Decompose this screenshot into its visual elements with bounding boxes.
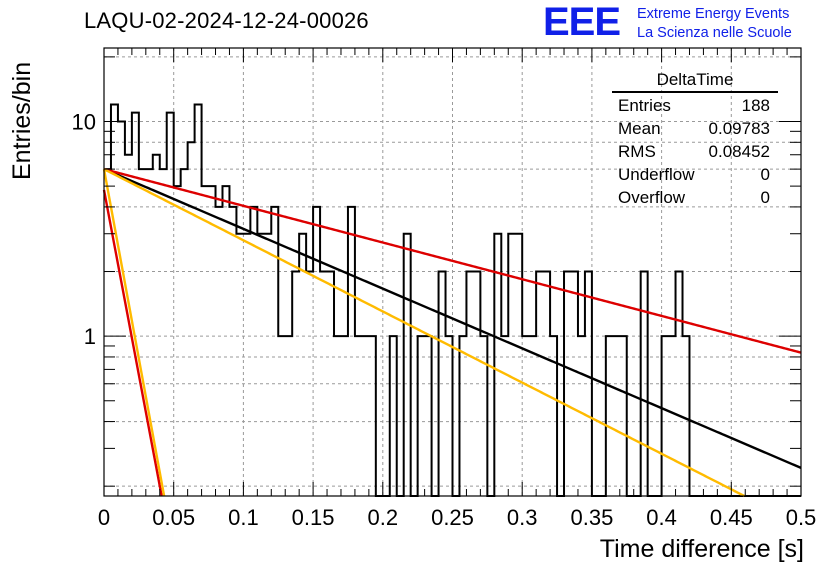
histogram xyxy=(104,103,801,497)
x-tick-label: 0.2 xyxy=(368,505,399,530)
x-tick-label: 0.4 xyxy=(646,505,677,530)
y-tick-label: 1 xyxy=(84,324,96,349)
histogram-outline xyxy=(104,103,801,497)
x-tick-label: 0.3 xyxy=(507,505,538,530)
fit-curve xyxy=(103,168,745,498)
stats-title: DeltaTime xyxy=(612,70,778,93)
stats-label: Mean xyxy=(618,119,661,138)
y-axis-label: Entries/bin xyxy=(8,61,36,180)
x-tick-label: 0.1 xyxy=(228,505,259,530)
x-axis-label: Time difference [s] xyxy=(599,535,804,563)
fit-curve xyxy=(103,167,802,354)
fit-curve xyxy=(102,168,166,497)
stats-label: Overflow xyxy=(618,188,686,207)
x-tick-label: 0.5 xyxy=(786,505,817,530)
stats-value: 0 xyxy=(760,165,770,184)
stats-value: 0 xyxy=(760,188,770,207)
logo-line-2: La Scienza nelle Scuole xyxy=(637,25,792,41)
stats-row-rms: RMS 0.08452 xyxy=(612,140,778,163)
axis-ticks xyxy=(103,48,802,496)
fit-curve xyxy=(102,189,163,497)
stats-label: RMS xyxy=(618,142,656,161)
page-title: LAQU-02-2024-12-24-00026 xyxy=(84,8,369,33)
stats-value: 188 xyxy=(741,96,770,115)
fit-curve xyxy=(103,168,802,470)
stats-row-entries: Entries 188 xyxy=(612,94,778,117)
x-tick-label: 0 xyxy=(98,505,110,530)
stats-box: DeltaTime Entries 188 Mean 0.09783 RMS 0… xyxy=(612,70,778,209)
stats-row-mean: Mean 0.09783 xyxy=(612,117,778,140)
fit-curves xyxy=(102,167,802,498)
eee-logo: EEE Extreme Energy Events La Scienza nel… xyxy=(543,2,833,44)
stats-label: Underflow xyxy=(618,165,695,184)
stats-row-overflow: Overflow 0 xyxy=(612,186,778,209)
tick-labels: 0 0.05 0.1 0.15 0.2 0.25 0.3 0.35 0.4 0.45 0.5 1 10 xyxy=(72,109,817,530)
x-tick-label: 0.45 xyxy=(710,505,753,530)
logo-line-1: Extreme Energy Events xyxy=(637,6,790,22)
x-tick-label: 0.05 xyxy=(152,505,195,530)
stats-value: 0.09783 xyxy=(708,119,770,138)
stats-label: Entries xyxy=(618,96,671,115)
x-tick-label: 0.35 xyxy=(570,505,613,530)
stats-row-underflow: Underflow 0 xyxy=(612,163,778,186)
x-tick-label: 0.15 xyxy=(292,505,335,530)
logo-mark: EEE xyxy=(543,0,621,44)
stats-value: 0.08452 xyxy=(708,142,770,161)
x-tick-label: 0.25 xyxy=(431,505,474,530)
y-tick-label: 10 xyxy=(72,109,96,134)
